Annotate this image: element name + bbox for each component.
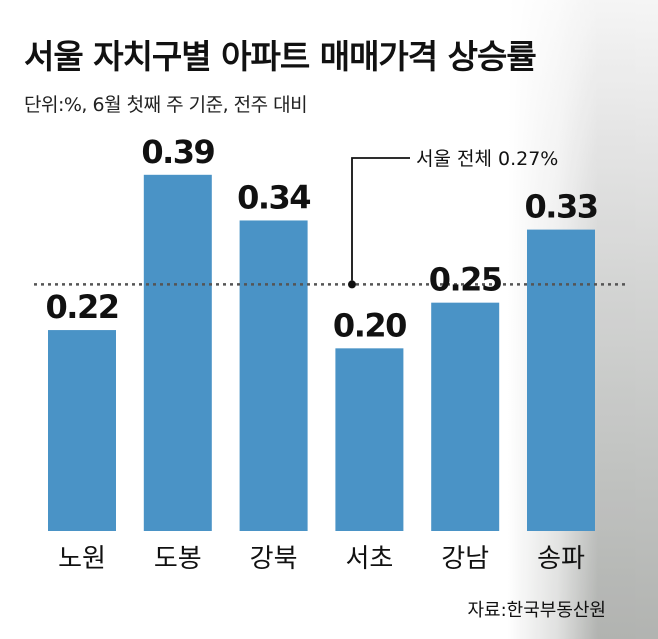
bar-서초 (335, 348, 404, 531)
reference-dot (348, 280, 356, 289)
category-label-강북: 강북 (250, 544, 298, 574)
value-label-노원: 0.22 (46, 288, 119, 326)
bar-송파 (527, 229, 595, 531)
source-note: 자료:한국부동산원 (467, 600, 606, 621)
value-label-도봉: 0.39 (141, 133, 214, 171)
value-label-강북: 0.34 (237, 178, 310, 216)
chart-subtitle: 단위:%, 6월 첫째 주 기준, 전주 대비 (24, 94, 308, 116)
category-label-송파: 송파 (537, 544, 585, 574)
category-label-서초: 서초 (345, 544, 393, 574)
category-label-도봉: 도봉 (154, 544, 202, 574)
labels-group: 0.22 노원 0.39 도봉 0.34 강북 0.20 서초 0.25 강남 0.33 송파 (46, 133, 599, 574)
category-label-노원: 노원 (58, 544, 106, 574)
reference-line-group: 서울 전체 0.27% (34, 148, 628, 289)
category-label-강남: 강남 (441, 544, 489, 574)
value-label-서초: 0.20 (333, 306, 406, 344)
reference-label: 서울 전체 0.27% (416, 148, 558, 170)
chart-title: 서울 자치구별 아파트 매매가격 상승률 (24, 37, 537, 76)
value-label-송파: 0.33 (525, 188, 598, 226)
bars-group (48, 174, 595, 532)
bar-강북 (239, 220, 308, 531)
value-label-강남: 0.25 (429, 261, 502, 299)
reference-leader (351, 157, 410, 281)
bar-강남 (431, 302, 500, 531)
bar-도봉 (143, 174, 212, 532)
watermark: 이데일리 (330, 574, 460, 614)
bar-노원 (48, 330, 116, 531)
